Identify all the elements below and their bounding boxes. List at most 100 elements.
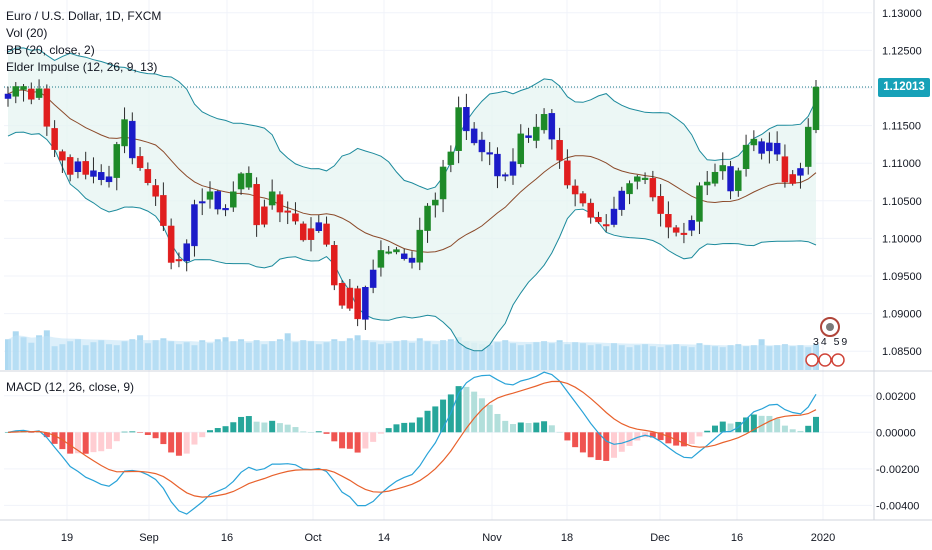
candle-body[interactable] — [90, 170, 97, 177]
candle-body[interactable] — [346, 287, 354, 309]
candle-body[interactable] — [517, 133, 525, 165]
candle-body[interactable] — [486, 152, 493, 155]
candle-body[interactable] — [525, 135, 532, 138]
candles[interactable] — [4, 79, 820, 330]
candle-body[interactable] — [719, 165, 727, 172]
candle-body[interactable] — [292, 213, 299, 222]
legend-elder-impulse[interactable]: Elder Impulse (12, 26, 9, 13) — [6, 60, 158, 74]
candle-body[interactable] — [160, 195, 167, 226]
candle-body[interactable] — [696, 185, 703, 222]
candle-body[interactable] — [144, 169, 152, 183]
candle-body[interactable] — [152, 185, 159, 197]
candle-body[interactable] — [672, 227, 680, 233]
candle-body[interactable] — [424, 205, 431, 231]
candle-body[interactable] — [237, 173, 245, 190]
candle-body[interactable] — [245, 172, 253, 188]
candle-body[interactable] — [113, 144, 121, 178]
candle-body[interactable] — [781, 156, 789, 183]
candle-body[interactable] — [626, 183, 633, 195]
candle-body[interactable] — [789, 174, 796, 184]
candle-body[interactable] — [214, 191, 222, 210]
candle-body[interactable] — [43, 88, 51, 127]
candle-body[interactable] — [183, 243, 190, 262]
candle-body[interactable] — [665, 214, 672, 228]
candle-body[interactable] — [51, 128, 58, 150]
candle-body[interactable] — [230, 191, 237, 208]
candle-body[interactable] — [447, 151, 455, 165]
candle-body[interactable] — [253, 184, 260, 226]
candle-body[interactable] — [129, 120, 136, 159]
event-badge[interactable]: 34 59 — [813, 336, 849, 348]
candle-body[interactable] — [703, 181, 711, 186]
candle-body[interactable] — [579, 193, 587, 204]
candle-body[interactable] — [812, 86, 820, 131]
candle-body[interactable] — [97, 172, 105, 180]
candle-body[interactable] — [4, 93, 12, 99]
candle-body[interactable] — [602, 224, 610, 227]
candle-body[interactable] — [206, 191, 214, 200]
candle-body[interactable] — [400, 253, 408, 259]
legend-symbol[interactable]: Euro / U.S. Dollar, 1D, FXCM — [6, 9, 162, 23]
candle-body[interactable] — [369, 269, 377, 288]
candle-body[interactable] — [222, 208, 229, 211]
candle-body[interactable] — [12, 86, 20, 97]
candle-body[interactable] — [66, 157, 74, 175]
candle-body[interactable] — [688, 220, 695, 231]
candle-body[interactable] — [136, 156, 144, 168]
candle-body[interactable] — [416, 229, 424, 263]
legend-macd[interactable]: MACD (12, 26, close, 9) — [6, 380, 135, 394]
macd-pane[interactable] — [0, 370, 932, 515]
candle-body[interactable] — [571, 185, 579, 195]
candle-body[interactable] — [727, 166, 734, 192]
candle-body[interactable] — [393, 249, 400, 253]
candle-body[interactable] — [750, 138, 758, 146]
candle-body[interactable] — [540, 114, 548, 131]
candle-body[interactable] — [268, 191, 276, 206]
candle-body[interactable] — [618, 190, 626, 210]
candle-body[interactable] — [175, 259, 183, 262]
candle-body[interactable] — [501, 174, 509, 177]
candle-body[interactable] — [455, 107, 462, 151]
candle-body[interactable] — [20, 86, 27, 90]
legend-volume[interactable]: Vol (20) — [6, 26, 48, 40]
candle-body[interactable] — [773, 142, 781, 155]
candle-body[interactable] — [362, 287, 369, 320]
signal-line[interactable] — [7, 380, 817, 498]
candle-body[interactable] — [331, 245, 338, 286]
candle-body[interactable] — [556, 140, 563, 161]
candle-body[interactable] — [533, 126, 540, 141]
candle-body[interactable] — [804, 126, 812, 167]
candle-body[interactable] — [276, 194, 284, 213]
candle-body[interactable] — [463, 107, 470, 132]
candle-body[interactable] — [354, 288, 361, 320]
candle-body[interactable] — [121, 119, 128, 147]
candle-body[interactable] — [28, 88, 35, 100]
candle-body[interactable] — [439, 166, 447, 200]
macd-line[interactable] — [7, 371, 817, 515]
candle-body[interactable] — [610, 208, 618, 225]
candle-body[interactable] — [735, 170, 742, 191]
candle-body[interactable] — [105, 176, 113, 183]
candle-body[interactable] — [261, 206, 268, 225]
candle-body[interactable] — [509, 161, 517, 176]
candle-body[interactable] — [711, 171, 719, 184]
candle-body[interactable] — [385, 251, 392, 254]
candle-body[interactable] — [564, 160, 571, 186]
candle-body[interactable] — [478, 139, 486, 153]
candle-body[interactable] — [191, 204, 198, 247]
candle-body[interactable] — [797, 168, 804, 176]
candle-body[interactable] — [82, 161, 89, 175]
candle-body[interactable] — [641, 177, 649, 180]
candle-body[interactable] — [338, 283, 346, 306]
candle-body[interactable] — [59, 151, 66, 161]
event-icon[interactable] — [805, 317, 845, 367]
candle-body[interactable] — [167, 225, 175, 263]
candle-body[interactable] — [307, 228, 315, 240]
candle-body[interactable] — [595, 217, 602, 223]
candle-body[interactable] — [470, 128, 478, 144]
candle-body[interactable] — [680, 232, 688, 235]
candle-body[interactable] — [35, 88, 43, 98]
candle-body[interactable] — [634, 176, 641, 182]
candle-body[interactable] — [315, 222, 323, 232]
